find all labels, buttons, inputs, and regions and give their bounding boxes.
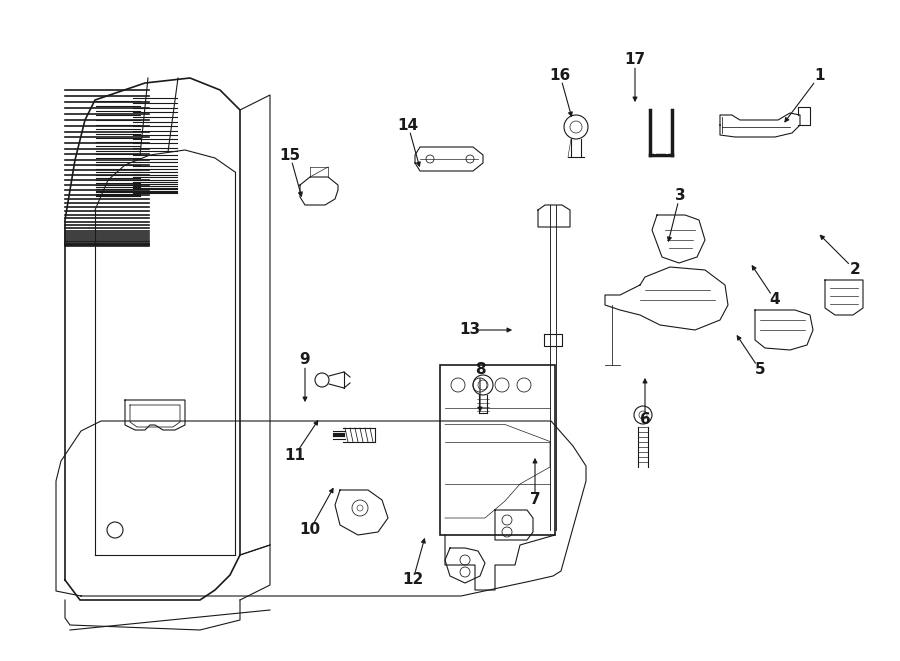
Bar: [440, 365, 555, 535]
Text: 9: 9: [300, 352, 310, 368]
Text: 5: 5: [755, 362, 765, 377]
Text: 16: 16: [549, 67, 571, 83]
Text: 10: 10: [300, 522, 320, 537]
Text: 8: 8: [474, 362, 485, 377]
Text: 6: 6: [640, 412, 651, 428]
Text: 11: 11: [284, 447, 305, 463]
Text: 13: 13: [459, 323, 481, 338]
Text: 17: 17: [625, 52, 645, 67]
Text: 12: 12: [402, 572, 424, 588]
Text: 1: 1: [814, 67, 825, 83]
Text: 4: 4: [770, 293, 780, 307]
Text: 2: 2: [850, 262, 860, 278]
Text: 3: 3: [675, 188, 685, 202]
Text: 7: 7: [530, 492, 540, 508]
Text: 14: 14: [398, 118, 418, 132]
Text: 15: 15: [279, 147, 301, 163]
